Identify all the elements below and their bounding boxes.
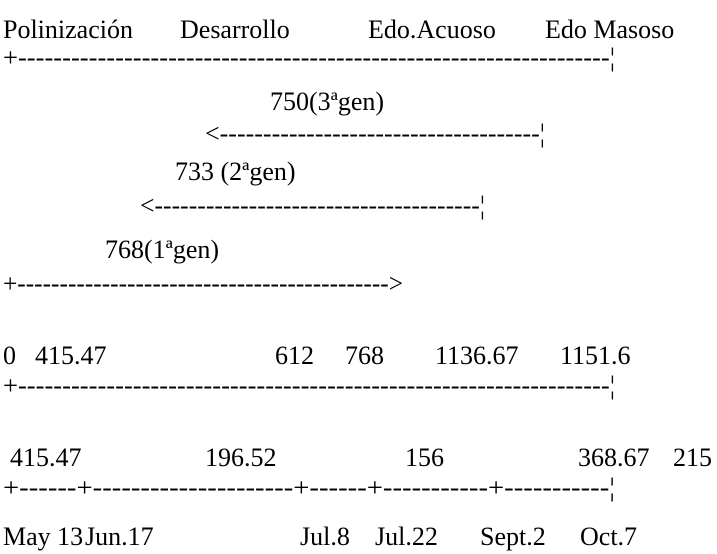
cumulative-value: 768 <box>345 341 384 370</box>
cumulative-value: 415.47 <box>35 341 107 370</box>
cumulative-value: 1151.6 <box>560 341 631 370</box>
stage-label: Polinización <box>3 15 133 44</box>
arrow-line: <--------------------------------------¦ <box>140 191 485 220</box>
cumulative-value: 612 <box>275 341 314 370</box>
stage-label: Edo.Acuoso <box>368 15 496 44</box>
generation-label: 750(3ªgen) <box>270 87 384 116</box>
arrow-line: +---------------------------------------… <box>3 269 403 298</box>
date-label: Oct.7 <box>580 522 637 551</box>
cumulative-value: 1136.67 <box>435 341 519 370</box>
dash-line: +---------------------------------------… <box>3 43 615 72</box>
date-label: Jul.8 <box>300 522 350 551</box>
stage-label: Desarrollo <box>180 15 290 44</box>
arrow-line: <-------------------------------------¦ <box>205 119 545 148</box>
date-label: Jul.22 <box>375 522 438 551</box>
cumulative-value: 0 <box>3 341 16 370</box>
interval-value: 415.47 <box>10 443 82 472</box>
date-label: May 13 <box>3 522 83 551</box>
generation-label: 733 (2ªgen) <box>175 157 296 186</box>
stage-label: Edo Masoso <box>545 15 674 44</box>
dash-line: +---------------------------------------… <box>3 371 615 400</box>
interval-value: 196.52 <box>205 443 277 472</box>
interval-value: 215 <box>673 443 712 472</box>
interval-value: 368.67 <box>578 443 650 472</box>
date-label: Jun.17 <box>85 522 154 551</box>
generation-label: 768(1ªgen) <box>105 235 219 264</box>
interval-value: 156 <box>405 443 444 472</box>
date-label: Sept.2 <box>480 522 546 551</box>
tick-line: +------+---------------------+------+---… <box>3 473 615 502</box>
